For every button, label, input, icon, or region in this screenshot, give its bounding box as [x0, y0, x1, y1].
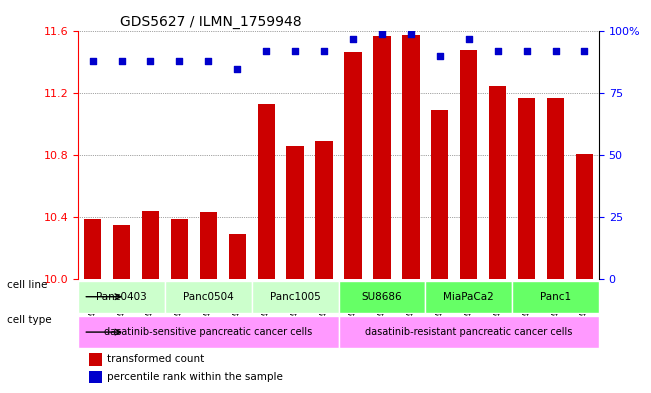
Bar	[431, 110, 449, 279]
Text: Panc1: Panc1	[540, 292, 571, 302]
Bar	[113, 225, 130, 279]
Bar	[373, 36, 391, 279]
Bar	[518, 98, 535, 279]
Point	[145, 58, 156, 64]
Point	[550, 48, 561, 54]
FancyBboxPatch shape	[339, 281, 425, 312]
Text: MiaPaCa2: MiaPaCa2	[443, 292, 494, 302]
Point	[319, 48, 329, 54]
Text: dasatinib-sensitive pancreatic cancer cells: dasatinib-sensitive pancreatic cancer ce…	[104, 327, 312, 337]
FancyBboxPatch shape	[339, 316, 599, 348]
Point	[203, 58, 214, 64]
Text: GDS5627 / ILMN_1759948: GDS5627 / ILMN_1759948	[120, 15, 301, 29]
FancyBboxPatch shape	[78, 316, 339, 348]
Point	[521, 48, 532, 54]
Point	[261, 48, 271, 54]
Bar	[89, 353, 102, 365]
Bar	[229, 234, 246, 279]
Bar	[460, 50, 477, 279]
Point	[117, 58, 127, 64]
Bar	[171, 219, 188, 279]
Text: transformed count: transformed count	[107, 354, 204, 364]
FancyBboxPatch shape	[252, 281, 339, 312]
Bar	[547, 98, 564, 279]
Bar	[344, 51, 362, 279]
Text: dasatinib-resistant pancreatic cancer cells: dasatinib-resistant pancreatic cancer ce…	[365, 327, 572, 337]
Point	[290, 48, 300, 54]
Text: cell type: cell type	[7, 315, 51, 325]
Bar	[315, 141, 333, 279]
Point	[87, 58, 98, 64]
Bar	[142, 211, 159, 279]
Text: Panc0403: Panc0403	[96, 292, 147, 302]
Bar	[200, 213, 217, 279]
Bar	[575, 154, 593, 279]
Point	[348, 36, 358, 42]
Point	[435, 53, 445, 59]
Text: SU8686: SU8686	[361, 292, 402, 302]
Point	[579, 48, 590, 54]
Bar	[402, 35, 419, 279]
Text: percentile rank within the sample: percentile rank within the sample	[107, 372, 283, 382]
Bar	[489, 86, 506, 279]
FancyBboxPatch shape	[165, 281, 252, 312]
Bar	[258, 104, 275, 279]
Point	[174, 58, 185, 64]
FancyBboxPatch shape	[512, 281, 599, 312]
Text: cell line: cell line	[7, 280, 47, 290]
Bar	[286, 146, 304, 279]
Point	[464, 36, 474, 42]
Point	[377, 31, 387, 37]
FancyBboxPatch shape	[425, 281, 512, 312]
FancyBboxPatch shape	[78, 281, 165, 312]
Point	[406, 31, 416, 37]
Bar	[84, 219, 102, 279]
Text: Panc0504: Panc0504	[183, 292, 234, 302]
Bar	[89, 371, 102, 383]
Point	[492, 48, 503, 54]
Point	[232, 66, 242, 72]
Text: Panc1005: Panc1005	[270, 292, 320, 302]
